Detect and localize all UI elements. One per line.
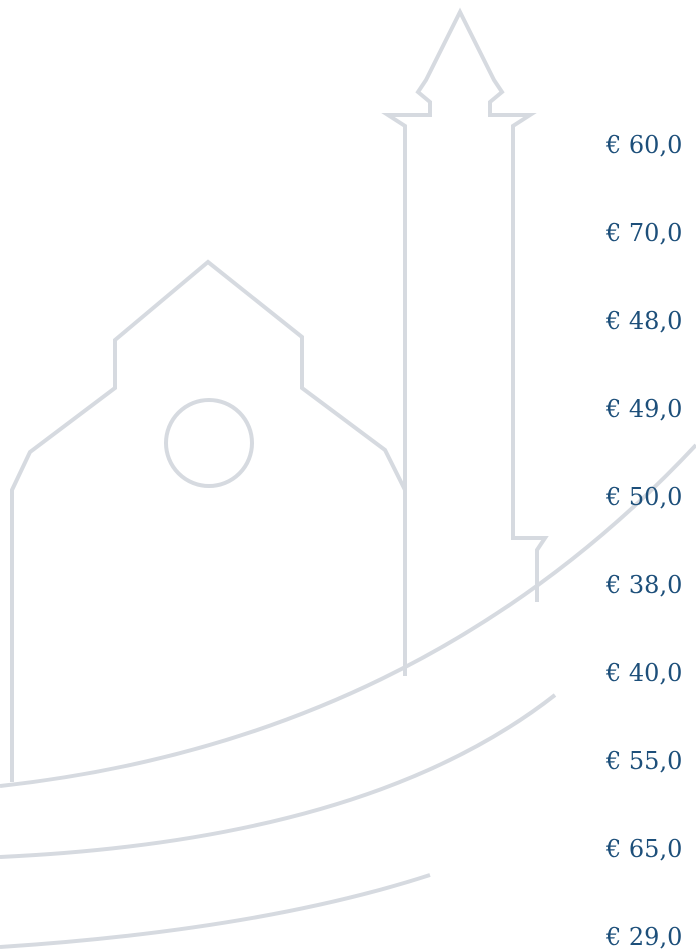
- price: € 48,0: [606, 307, 682, 335]
- price: € 40,0: [606, 659, 682, 687]
- price-list: € 60,0 € 70,0 € 48,0 € 49,0 € 50,0 € 38,0 € 40…: [606, 0, 696, 949]
- church-facade: [12, 262, 405, 782]
- price: € 70,0: [606, 219, 682, 247]
- arc-3: [0, 875, 430, 947]
- rose-window: [166, 400, 252, 486]
- price: € 29,0: [606, 923, 682, 949]
- page: {"prices": ["€ 60,0", "€ 70,0", "€ 48,0"…: [0, 0, 696, 949]
- price: € 38,0: [606, 571, 682, 599]
- arc-1: [0, 445, 696, 786]
- price: € 60,0: [606, 131, 682, 159]
- price: € 65,0: [606, 835, 682, 863]
- price: € 49,0: [606, 395, 682, 423]
- church-illustration: [0, 0, 696, 949]
- bell-tower: [388, 12, 545, 602]
- price: € 55,0: [606, 747, 682, 775]
- price: € 50,0: [606, 483, 682, 511]
